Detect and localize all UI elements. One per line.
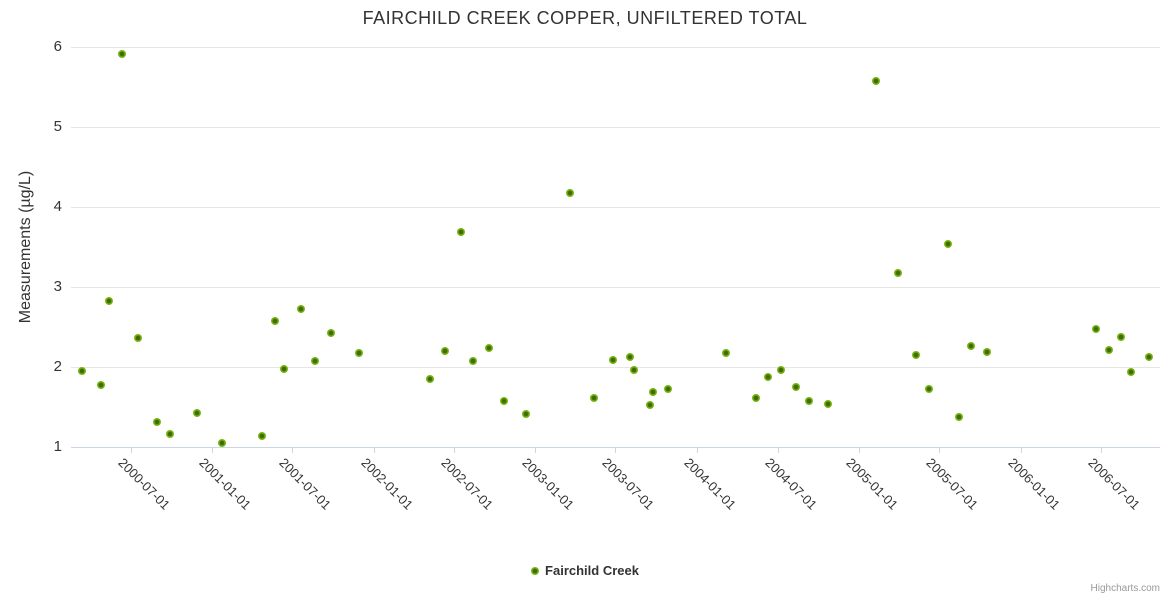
data-point[interactable] [649, 387, 658, 396]
data-point[interactable] [78, 367, 87, 375]
x-axis-tick [1100, 448, 1102, 453]
gridline-y-6 [71, 47, 1160, 48]
gridline-y-2 [71, 367, 1160, 368]
y-axis-label-1: 1 [53, 438, 62, 455]
data-point[interactable] [468, 356, 477, 365]
legend-item-fairchild-creek[interactable]: Fairchild Creek [0, 563, 1170, 578]
data-point[interactable] [955, 412, 964, 421]
data-point[interactable] [117, 50, 126, 59]
data-point[interactable] [590, 394, 599, 403]
x-axis-label: 2004-01-01 [681, 455, 739, 513]
data-point[interactable] [925, 385, 934, 394]
x-axis-tick [130, 448, 132, 453]
data-point[interactable] [943, 239, 952, 248]
data-point[interactable] [193, 408, 202, 417]
x-axis-label: 2006-07-01 [1085, 455, 1143, 513]
x-axis-tick [696, 448, 698, 453]
data-point[interactable] [311, 356, 320, 365]
legend-label: Fairchild Creek [545, 563, 639, 578]
data-point[interactable] [96, 380, 105, 389]
x-axis-label: 2003-01-01 [519, 455, 578, 513]
data-point[interactable] [456, 227, 465, 236]
data-point[interactable] [521, 410, 530, 419]
x-axis-label: 2005-01-01 [843, 455, 901, 513]
data-point[interactable] [777, 366, 786, 375]
x-axis-tick [777, 448, 779, 453]
data-point[interactable] [153, 418, 162, 427]
data-point[interactable] [911, 351, 920, 359]
data-point[interactable] [1116, 332, 1125, 341]
data-point[interactable] [354, 348, 363, 357]
x-axis-tick [373, 448, 375, 453]
data-point[interactable] [625, 352, 634, 361]
y-axis-label-4: 4 [53, 198, 62, 215]
x-axis-line [71, 447, 1160, 448]
data-point[interactable] [258, 431, 267, 440]
data-point[interactable] [763, 372, 772, 381]
y-axis-label-6: 6 [53, 38, 62, 55]
data-point[interactable] [105, 296, 113, 305]
gridline-y-4 [71, 207, 1160, 208]
data-point[interactable] [1092, 324, 1101, 333]
data-point[interactable] [297, 305, 306, 314]
data-point[interactable] [722, 349, 731, 358]
x-axis-label: 2000-07-01 [115, 455, 173, 513]
gridline-y-3 [71, 287, 1160, 288]
gridline-y-5 [71, 127, 1160, 128]
x-axis-label: 2006-01-01 [1004, 455, 1063, 513]
x-axis-tick [858, 448, 860, 453]
data-point[interactable] [441, 347, 450, 355]
x-axis-tick [212, 448, 214, 453]
y-axis-label-3: 3 [53, 278, 62, 295]
x-axis-label: 2002-07-01 [438, 455, 496, 513]
y-axis-title: Measurements (µg/L) [17, 170, 34, 324]
data-point[interactable] [1104, 346, 1113, 355]
legend-marker-icon [531, 566, 540, 575]
data-point[interactable] [751, 394, 760, 403]
data-point[interactable] [645, 401, 654, 410]
data-point[interactable] [279, 364, 288, 373]
highcharts-credits-link[interactable]: Highcharts.com [1090, 583, 1160, 594]
chart-title: FAIRCHILD CREEK COPPER, UNFILTERED TOTAL [362, 8, 808, 28]
x-axis-label: 2001-01-01 [196, 455, 255, 513]
x-axis-tick [535, 448, 537, 453]
data-point[interactable] [218, 439, 227, 447]
x-axis-tick [615, 448, 617, 453]
data-point[interactable] [872, 77, 881, 86]
x-axis-label: 2002-01-01 [358, 455, 416, 513]
data-point[interactable] [804, 397, 813, 406]
data-point[interactable] [134, 334, 143, 343]
x-axis-label: 2003-07-01 [599, 455, 658, 513]
data-point[interactable] [893, 268, 902, 277]
data-point[interactable] [565, 189, 574, 198]
data-point[interactable] [824, 399, 833, 408]
data-point[interactable] [165, 430, 174, 439]
data-point[interactable] [271, 316, 280, 325]
data-point[interactable] [792, 383, 801, 391]
data-point[interactable] [983, 347, 992, 356]
x-axis-tick [292, 448, 294, 453]
x-axis-label: 2001-07-01 [276, 455, 335, 513]
data-point[interactable] [499, 397, 508, 406]
x-axis-tick [1020, 448, 1022, 453]
data-point[interactable] [629, 366, 638, 375]
x-axis-label: 2004-07-01 [761, 455, 820, 513]
data-point[interactable] [609, 355, 618, 364]
data-point[interactable] [664, 385, 673, 394]
y-axis-label-5: 5 [53, 118, 62, 135]
data-point[interactable] [425, 375, 434, 383]
data-point[interactable] [967, 342, 976, 351]
y-axis-label-2: 2 [53, 358, 62, 375]
x-axis-tick [939, 448, 941, 453]
data-point[interactable] [326, 329, 335, 338]
data-point[interactable] [484, 343, 493, 352]
x-axis-label: 2005-07-01 [923, 455, 982, 513]
x-axis-tick [453, 448, 455, 453]
data-point[interactable] [1144, 353, 1153, 362]
data-point[interactable] [1126, 367, 1135, 376]
